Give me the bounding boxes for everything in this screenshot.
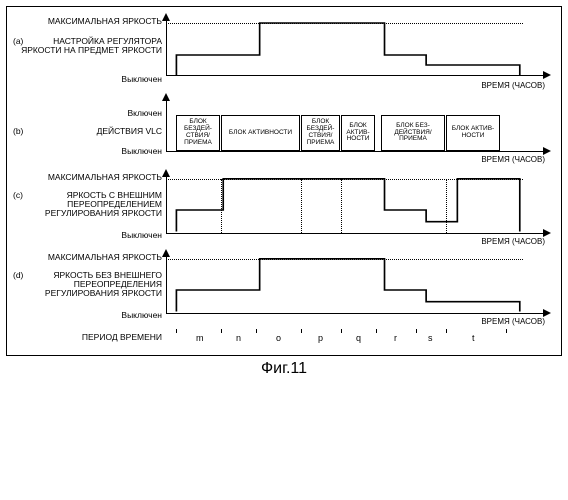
panel-d-off-label: Выключен	[11, 311, 162, 320]
panel-c: МАКСИМАЛЬНАЯ ЯРКОСТЬ (с) ЯРКОСТЬ С ВНЕШН…	[11, 171, 551, 249]
panel-b-plot: ВРЕМЯ (ЧАСОВ) БЛОК БЕЗДЕЙ-СТВИЯ/ ПРИЕМАБ…	[166, 95, 551, 169]
panel-a-off-label: Выключен	[11, 75, 162, 84]
period-letter: q	[356, 333, 361, 343]
period-letter: t	[472, 333, 475, 343]
period-row: ПЕРИОД ВРЕМЕНИ m n o p q r s t	[11, 331, 551, 349]
panel-b-xlabel: ВРЕМЯ (ЧАСОВ)	[481, 155, 545, 164]
vlc-block: БЛОК БЕЗДЕЙ-СТВИЯ/ ПРИЕМА	[301, 115, 340, 151]
vlc-block: БЛОК АКТИВНОСТИ	[221, 115, 300, 151]
panel-d-max-label: МАКСИМАЛЬНАЯ ЯРКОСТЬ	[11, 253, 162, 262]
panel-d-tag: (d)	[13, 271, 23, 280]
panel-d-labels: МАКСИМАЛЬНАЯ ЯРКОСТЬ (d) ЯРКОСТЬ БЕЗ ВНЕ…	[11, 251, 166, 329]
period-letter: r	[394, 333, 397, 343]
period-letter: s	[428, 333, 433, 343]
panel-c-labels: МАКСИМАЛЬНАЯ ЯРКОСТЬ (с) ЯРКОСТЬ С ВНЕШН…	[11, 171, 166, 249]
vlc-block: БЛОК БЕЗ-ДЕЙСТВИЯ/ ПРИЕМА	[381, 115, 445, 151]
panel-c-off-label: Выключен	[11, 231, 162, 240]
panel-a-labels: МАКСИМАЛЬНАЯ ЯРКОСТЬ (а) НАСТРОЙКА РЕГУЛ…	[11, 15, 166, 93]
vlc-block: БЛОК АКТИВ-НОСТИ	[341, 115, 375, 151]
panel-b-left-label: (b) ДЕЙСТВИЯ VLC	[11, 127, 162, 136]
figure-caption: Фиг.11	[6, 360, 562, 378]
figure-frame: МАКСИМАЛЬНАЯ ЯРКОСТЬ (а) НАСТРОЙКА РЕГУЛ…	[6, 6, 562, 356]
period-axis: m n o p q r s t	[166, 331, 551, 349]
panel-a: МАКСИМАЛЬНАЯ ЯРКОСТЬ (а) НАСТРОЙКА РЕГУЛ…	[11, 15, 551, 93]
panel-c-max-label: МАКСИМАЛЬНАЯ ЯРКОСТЬ	[11, 173, 162, 182]
panel-b: Включен (b) ДЕЙСТВИЯ VLC Выключен ВРЕМЯ …	[11, 95, 551, 169]
panel-b-labels: Включен (b) ДЕЙСТВИЯ VLC Выключен	[11, 95, 166, 169]
panel-a-plot: ВРЕМЯ (ЧАСОВ)	[166, 15, 551, 93]
period-letter: o	[276, 333, 281, 343]
period-letter: p	[318, 333, 323, 343]
panel-b-tag: (b)	[13, 127, 23, 136]
panel-c-mid-label: (с) ЯРКОСТЬ С ВНЕШНИМ ПЕРЕОПРЕДЕЛЕНИЕМ Р…	[11, 191, 162, 218]
panel-c-plot: ВРЕМЯ (ЧАСОВ)	[166, 171, 551, 249]
vlc-block: БЛОК АКТИВ-НОСТИ	[446, 115, 500, 151]
period-letter: n	[236, 333, 241, 343]
panel-a-max-label: МАКСИМАЛЬНАЯ ЯРКОСТЬ	[11, 17, 162, 26]
panel-b-off-label: Выключен	[11, 147, 162, 156]
period-labelcol: ПЕРИОД ВРЕМЕНИ	[11, 331, 166, 349]
period-letter: m	[196, 333, 204, 343]
panel-b-on-label: Включен	[11, 109, 162, 118]
panel-d-plot: ВРЕМЯ (ЧАСОВ)	[166, 251, 551, 329]
panel-d-mid-label: (d) ЯРКОСТЬ БЕЗ ВНЕШНЕГО ПЕРЕОПРЕДЕЛЕНИЯ…	[11, 271, 162, 298]
panel-a-mid-label: (а) НАСТРОЙКА РЕГУЛЯТОРА ЯРКОСТИ НА ПРЕД…	[11, 37, 162, 55]
vlc-block: БЛОК БЕЗДЕЙ-СТВИЯ/ ПРИЕМА	[176, 115, 220, 151]
panel-d: МАКСИМАЛЬНАЯ ЯРКОСТЬ (d) ЯРКОСТЬ БЕЗ ВНЕ…	[11, 251, 551, 329]
panel-c-tag: (с)	[13, 191, 23, 200]
period-label: ПЕРИОД ВРЕМЕНИ	[11, 333, 162, 342]
